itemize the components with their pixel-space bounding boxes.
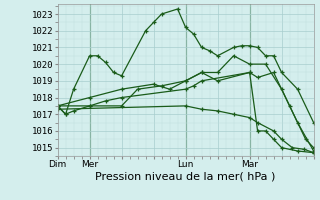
X-axis label: Pression niveau de la mer( hPa ): Pression niveau de la mer( hPa ) [95, 172, 276, 182]
